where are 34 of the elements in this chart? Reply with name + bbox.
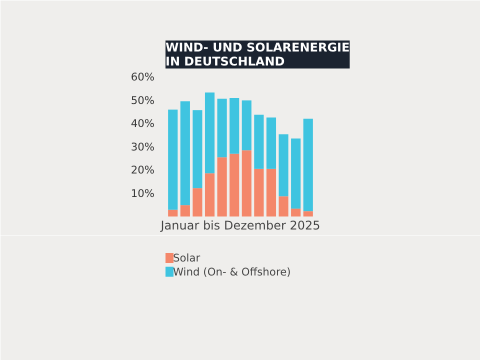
bar: [192, 110, 202, 188]
bar: [217, 98, 227, 158]
y-tick-label: 30%: [130, 140, 154, 154]
bar: [254, 114, 264, 169]
bar: [180, 205, 190, 216]
bar: [278, 196, 288, 216]
bar: [217, 157, 227, 216]
bar: [230, 98, 240, 154]
bar: [168, 110, 178, 210]
legend-label: Solar: [173, 252, 201, 264]
bar: [291, 208, 301, 216]
bar: [254, 168, 264, 216]
y-tick-label: 50%: [130, 94, 154, 107]
y-tick-label: 60%: [130, 70, 154, 84]
bar: [303, 211, 313, 216]
legend-label: Wind (On- & Offshore): [173, 265, 291, 278]
bar: [204, 92, 215, 174]
bar: [266, 168, 276, 216]
bar: [242, 150, 252, 216]
bar: [266, 118, 276, 169]
y-tick-label: 10%: [130, 186, 154, 200]
bar: [291, 138, 301, 209]
bar: [303, 118, 313, 212]
bar: [242, 100, 252, 150]
y-tick-label: 20%: [130, 164, 154, 177]
chart-title: WIND- UND SOLARENERGIE IN DEUTSCHLAND: [166, 40, 350, 68]
bar: [278, 134, 288, 196]
bar: [168, 210, 178, 216]
y-tick-label: 40%: [130, 117, 154, 130]
bar: [180, 101, 190, 206]
bar: [204, 173, 215, 216]
x-axis-title: Januar bis Dezember 2025: [160, 218, 320, 232]
bar: [192, 188, 202, 216]
bar: [230, 154, 240, 216]
